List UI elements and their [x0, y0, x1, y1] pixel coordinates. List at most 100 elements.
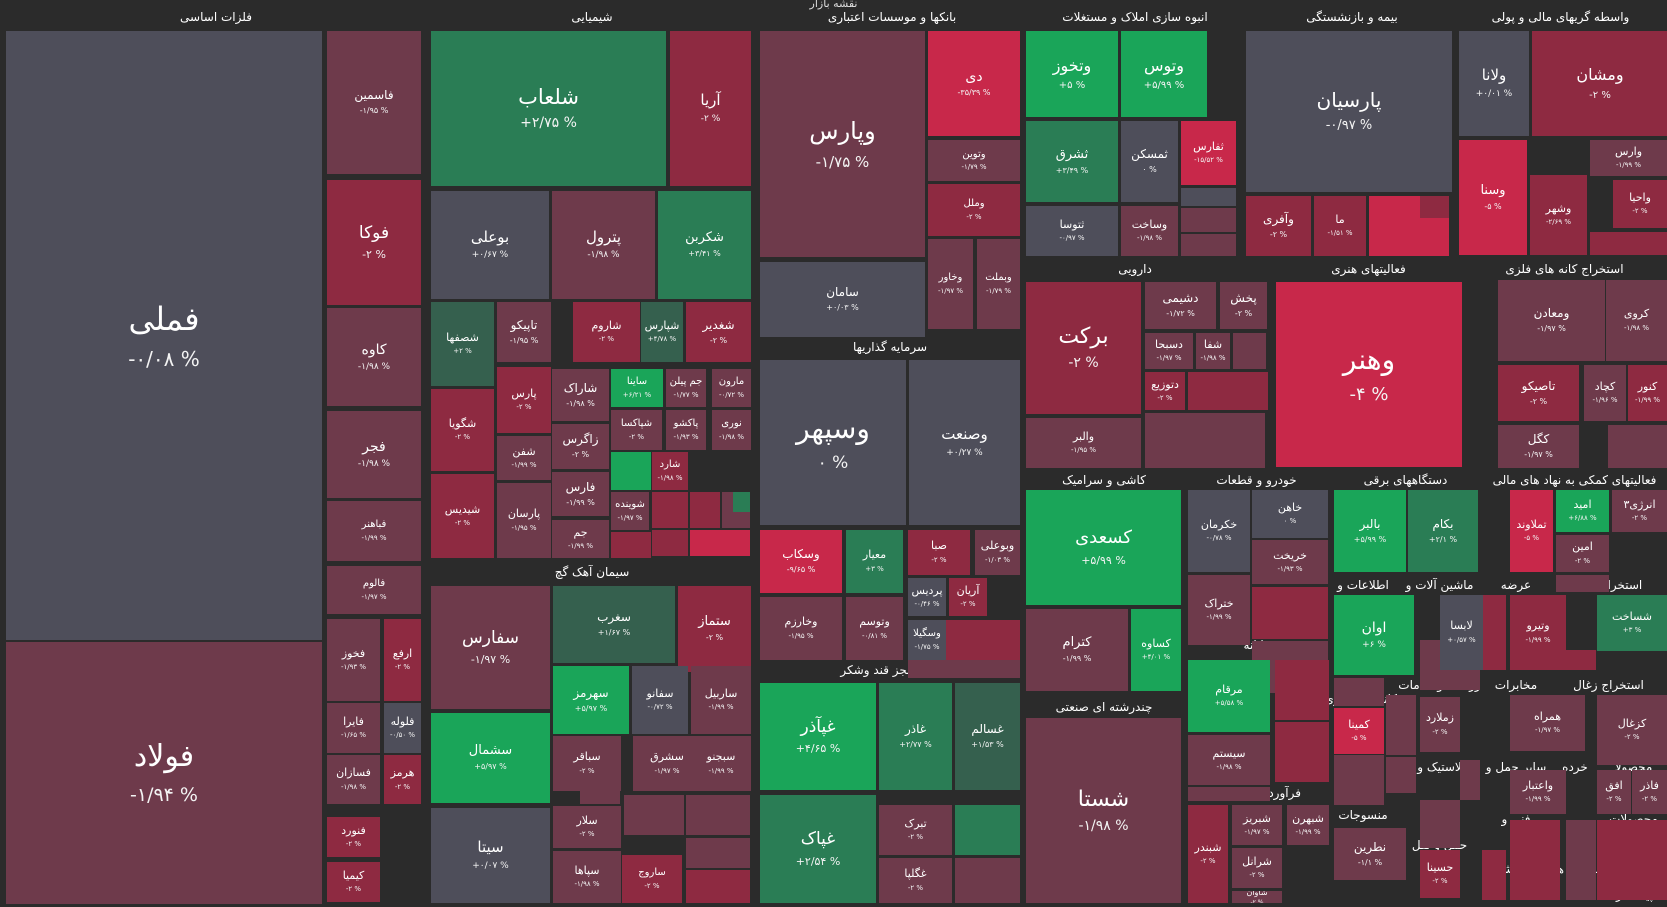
stock-tile[interactable]: شیدیس -۲ % [431, 474, 494, 558]
stock-tile[interactable]: وسنا -۵ % [1459, 140, 1527, 255]
stock-tile[interactable]: سپاها -۱/۹۸ % [553, 851, 621, 903]
stock-tile[interactable]: وبوعلی -۱/۰۳ % [975, 530, 1020, 575]
stock-tile[interactable]: شگویا -۲ % [431, 389, 494, 471]
stock-tile-small[interactable] [1590, 232, 1667, 255]
stock-tile[interactable]: ما -۱/۵۱ % [1314, 196, 1366, 256]
stock-tile-small[interactable] [946, 620, 1020, 660]
stock-tile[interactable]: دشیمی -۱/۷۲ % [1145, 282, 1216, 329]
stock-tile[interactable]: ومشان -۲ % [1532, 31, 1667, 136]
stock-tile[interactable]: ستماز -۲ % [678, 586, 751, 672]
stock-tile[interactable]: فلوله -۰/۵۰ % [384, 703, 421, 753]
stock-tile[interactable]: واعتبار -۱/۹۹ % [1510, 770, 1566, 814]
stock-tile[interactable]: اوان +۶ % [1334, 595, 1414, 675]
stock-tile[interactable]: زاگرس -۲ % [552, 424, 609, 469]
stock-tile[interactable]: کترام -۱/۹۹ % [1026, 609, 1128, 691]
stock-tile-small[interactable] [1233, 333, 1266, 369]
stock-tile[interactable]: وتوسم -۰/۸۱ % [846, 597, 903, 660]
stock-tile[interactable]: کسعدی +۵/۹۹ % [1026, 490, 1181, 605]
stock-tile-small[interactable] [955, 805, 1020, 855]
stock-tile[interactable]: وتوین -۱/۷۹ % [928, 140, 1020, 181]
stock-tile[interactable]: نطرین -۱/۱ % [1334, 828, 1406, 880]
stock-tile[interactable]: سیستم -۱/۹۸ % [1188, 735, 1270, 785]
stock-tile[interactable]: کروی -۱/۹۸ % [1606, 280, 1667, 361]
stock-tile[interactable]: فوکا -۲ % [327, 180, 421, 305]
stock-tile-small[interactable] [1334, 678, 1384, 706]
stock-tile[interactable]: وارس -۱/۹۹ % [1590, 140, 1667, 176]
stock-tile[interactable]: برکت -۲ % [1026, 282, 1141, 414]
stock-tile[interactable]: شپارس +۴/۷۸ % [641, 302, 683, 362]
stock-tile-small[interactable] [1252, 587, 1328, 639]
stock-tile[interactable]: سفارس -۱/۹۷ % [431, 586, 550, 709]
stock-tile[interactable]: شکربن +۳/۴۱ % [658, 191, 751, 299]
stock-tile[interactable]: فجر -۱/۹۸ % [327, 411, 421, 498]
stock-tile[interactable]: تاپیکو -۱/۹۵ % [497, 302, 551, 362]
stock-tile[interactable]: سفانو -۰/۷۲ % [632, 666, 688, 734]
stock-tile-small[interactable] [1188, 787, 1270, 801]
stock-tile[interactable]: سامان +۰/۰۳ % [760, 262, 925, 337]
stock-tile[interactable]: پارسان -۱/۹۵ % [497, 483, 551, 558]
stock-tile[interactable]: ولانا +۰/۰۱ % [1459, 31, 1529, 136]
stock-tile[interactable]: دسبحا -۱/۹۷ % [1145, 333, 1193, 369]
stock-tile[interactable]: شاراک -۱/۹۸ % [552, 369, 609, 421]
stock-tile[interactable]: فالوم -۱/۹۷ % [327, 566, 421, 614]
stock-tile[interactable]: فاسمین -۱/۹۵ % [327, 31, 421, 174]
stock-tile[interactable]: همراه -۱/۹۷ % [1510, 695, 1585, 751]
stock-tile[interactable]: تملاوند -۵ % [1510, 490, 1553, 572]
stock-tile-small[interactable] [1608, 425, 1667, 468]
stock-tile[interactable]: ساینا +۶/۲۱ % [611, 369, 663, 407]
stock-tile-small[interactable] [1420, 800, 1460, 848]
stock-tile[interactable]: سباقر -۲ % [553, 736, 621, 791]
stock-tile[interactable]: شرانل -۲ % [1232, 848, 1282, 888]
stock-tile-small[interactable] [686, 795, 750, 835]
stock-tile[interactable]: ساربیل -۱/۹۹ % [691, 666, 751, 734]
stock-tile[interactable]: شبهرن -۱/۹۹ % [1287, 805, 1329, 845]
stock-tile[interactable]: ثتوسا -۰/۹۷ % [1026, 206, 1118, 256]
stock-tile[interactable]: وتخوز +۵ % [1026, 31, 1118, 117]
stock-tile[interactable]: وسکاب -۹/۶۵ % [760, 530, 842, 593]
stock-tile[interactable]: فباهنر -۱/۹۹ % [327, 501, 421, 561]
stock-tile[interactable]: شپاکسا -۲ % [611, 410, 662, 450]
stock-tile[interactable]: بوعلی +۰/۶۷ % [431, 191, 549, 299]
stock-tile-small[interactable] [908, 660, 1020, 678]
stock-tile-small[interactable] [1181, 234, 1236, 256]
stock-tile-small[interactable] [624, 795, 684, 835]
stock-tile[interactable]: کگل -۱/۹۷ % [1498, 425, 1579, 468]
stock-tile[interactable]: پارس -۲ % [497, 367, 551, 433]
stock-tile[interactable]: جم پیلن -۱/۷۷ % [666, 369, 706, 407]
stock-tile[interactable]: وخاور -۱/۹۷ % [928, 239, 973, 329]
stock-tile[interactable]: فارس -۱/۹۹ % [552, 472, 609, 516]
stock-tile[interactable]: کنور -۱/۹۹ % [1628, 365, 1667, 421]
stock-tile[interactable]: پردیس -۰/۴۶ % [908, 578, 946, 616]
stock-tile[interactable]: افق -۲ % [1597, 770, 1631, 814]
stock-tile[interactable]: ارفع -۲ % [384, 619, 421, 701]
stock-tile[interactable]: وشهر -۲/۶۹ % [1530, 175, 1587, 255]
stock-tile-small[interactable] [652, 492, 688, 528]
stock-tile[interactable]: شاوان -۲ % [1232, 891, 1282, 903]
stock-tile[interactable]: وبملت -۱/۷۹ % [977, 239, 1020, 329]
stock-tile[interactable]: وتوس +۵/۹۹ % [1121, 31, 1207, 117]
stock-tile[interactable]: آریان -۲ % [949, 578, 987, 616]
stock-tile-small[interactable] [955, 858, 1020, 903]
stock-tile-small[interactable] [1482, 850, 1506, 900]
stock-tile[interactable]: سغرب +۱/۶۷ % [553, 586, 675, 663]
stock-tile[interactable]: انرژی۳ -۲ % [1612, 490, 1667, 532]
stock-tile[interactable]: امین -۲ % [1556, 535, 1609, 572]
stock-tile[interactable]: نوری -۱/۹۸ % [712, 410, 751, 450]
stock-tile[interactable]: سیتا +۰/۰۷ % [431, 808, 550, 903]
stock-tile[interactable]: شاروم -۲ % [573, 302, 640, 362]
stock-tile[interactable]: مارون -۰/۷۲ % [712, 369, 751, 407]
stock-tile-small[interactable] [690, 492, 720, 528]
stock-tile[interactable]: وهنر -۴ % [1276, 282, 1462, 467]
stock-tile-small[interactable] [1188, 372, 1268, 410]
stock-tile[interactable]: کساوه +۴/۰۱ % [1131, 609, 1181, 691]
stock-tile[interactable]: کمینا -۵ % [1334, 708, 1384, 754]
stock-tile[interactable]: شوینده -۱/۹۷ % [611, 492, 649, 530]
stock-tile[interactable]: کاوه -۱/۹۸ % [327, 308, 421, 406]
stock-tile[interactable]: دتوزیع -۲ % [1145, 372, 1185, 410]
stock-tile[interactable]: غگلپا -۲ % [879, 858, 952, 903]
stock-tile[interactable]: زملارد -۲ % [1420, 697, 1460, 752]
stock-tile[interactable]: سشرق -۱/۹۷ % [633, 736, 701, 791]
stock-tile[interactable]: خکرمان -۰/۷۸ % [1188, 490, 1250, 572]
stock-tile[interactable]: وصنعت +۰/۲۷ % [909, 360, 1020, 525]
stock-tile[interactable]: شارد -۱/۹۸ % [652, 452, 688, 490]
